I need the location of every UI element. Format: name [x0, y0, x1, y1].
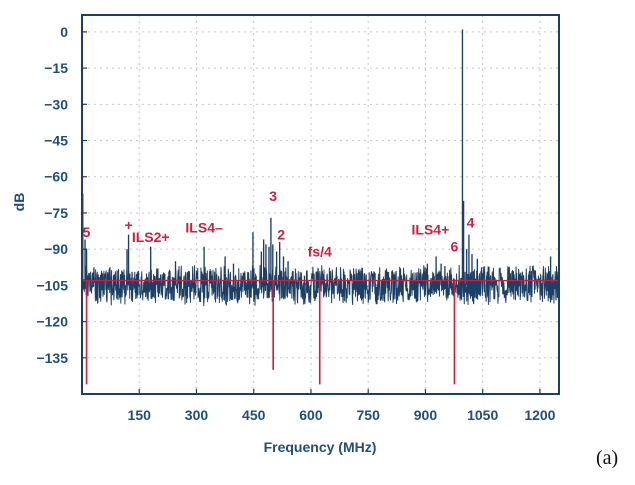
plot-frame — [81, 14, 560, 395]
y-tick-label: −135 — [36, 350, 68, 366]
y-axis-title: dB — [11, 193, 27, 212]
y-tick-label: −45 — [44, 133, 68, 149]
y-tick-label: −15 — [44, 60, 68, 76]
annotation-label: + — [124, 217, 132, 233]
annotation-label: 3 — [269, 188, 277, 204]
x-tick-label: 450 — [242, 407, 266, 423]
annotation-label: fs/4 — [308, 243, 332, 259]
y-tick-label: −90 — [44, 241, 68, 257]
x-tick-label: 1050 — [467, 407, 498, 423]
y-tick-label: −60 — [44, 169, 68, 185]
y-tick-label: −120 — [36, 314, 68, 330]
x-axis-title: Frequency (MHz) — [264, 439, 377, 455]
x-tick-label: 300 — [185, 407, 209, 423]
x-tick-labels: 150 300 450 600 750 900 1050 1200 — [128, 407, 556, 423]
annotation-label: 6 — [451, 239, 459, 255]
x-tick-label: 900 — [414, 407, 438, 423]
annotation-label: 5 — [83, 224, 91, 240]
x-tick-label: 150 — [128, 407, 152, 423]
panel-label: (a) — [596, 447, 618, 469]
y-tick-label: −30 — [44, 96, 68, 112]
annotation-label: 2 — [277, 227, 285, 243]
annotation-label: 4 — [467, 214, 475, 230]
annotation-labels: 5 +ILS2+ ILS4– 3 2 fs/4 ILS4+ 46 — [83, 188, 475, 260]
x-tick-label: 600 — [299, 407, 323, 423]
y-tick-labels: 0 −15 −30 −45 −60 −75 −90 −105 −120 −135 — [36, 24, 68, 366]
annotation-label: ILS4+ — [412, 222, 450, 238]
x-tick-label: 750 — [357, 407, 381, 423]
annotation-label: ILS4– — [185, 219, 223, 235]
annotation-lines-layer — [82, 279, 559, 385]
y-tick-label: 0 — [60, 24, 68, 40]
y-tick-label: −75 — [44, 205, 68, 221]
y-tick-label: −105 — [36, 277, 68, 293]
x-tick-label: 1200 — [524, 407, 555, 423]
annotation-label: ILS2+ — [132, 229, 170, 245]
noise-floor-trace — [81, 264, 560, 307]
